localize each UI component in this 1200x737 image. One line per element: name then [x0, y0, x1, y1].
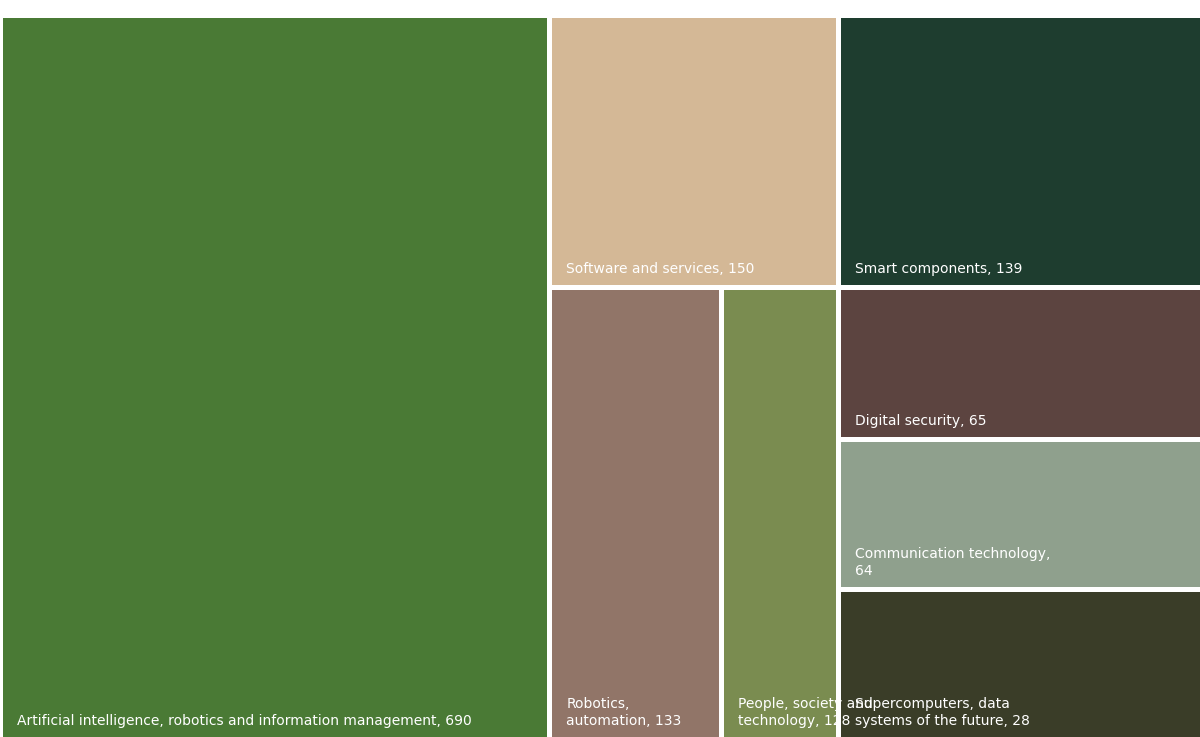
Text: Robotics,
automation, 133: Robotics, automation, 133	[566, 697, 682, 728]
Bar	[2, 18, 547, 737]
Text: People, society and
technology, 128: People, society and technology, 128	[738, 697, 874, 728]
Bar	[552, 18, 836, 285]
Bar	[841, 18, 1200, 285]
Text: Artificial intelligence, robotics and information management, 690: Artificial intelligence, robotics and in…	[18, 714, 472, 728]
Bar	[724, 290, 836, 737]
Text: Digital security, 65: Digital security, 65	[856, 414, 986, 428]
Bar	[841, 592, 1200, 737]
Text: Supercomputers, data
systems of the future, 28: Supercomputers, data systems of the futu…	[856, 697, 1031, 728]
Text: Smart components, 139: Smart components, 139	[856, 262, 1022, 276]
Text: Software and services, 150: Software and services, 150	[566, 262, 755, 276]
Bar	[841, 442, 1200, 587]
Bar	[841, 290, 1200, 437]
Text: Communication technology,
64: Communication technology, 64	[856, 547, 1051, 578]
Bar	[552, 290, 719, 737]
